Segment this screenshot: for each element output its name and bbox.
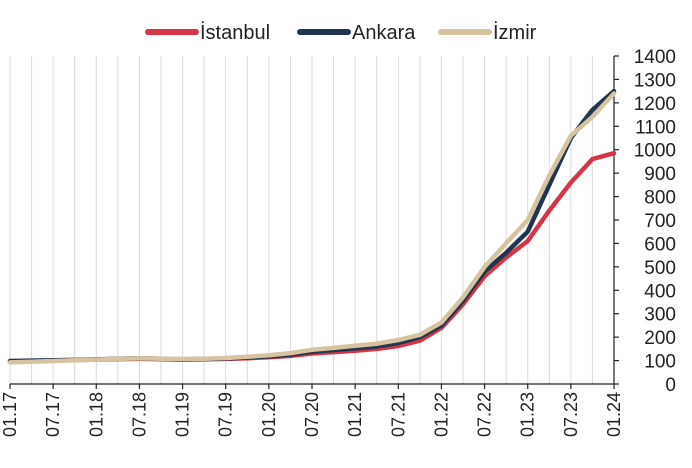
y-tick-label: 300 [644, 305, 676, 326]
x-axis-ticks: 01.17 07.17 01.18 07.18 01.19 07.19 01.20 07.20… [0, 384, 624, 437]
x-tick-label: 01.22 [431, 392, 451, 437]
y-tick-label: 400 [644, 281, 676, 302]
legend: İstanbul Ankara İzmir [145, 21, 537, 44]
x-tick-label: 01.21 [345, 392, 365, 437]
series-lines [7, 88, 617, 365]
y-tick-label: 500 [644, 258, 676, 279]
gridlines [9, 56, 615, 384]
x-tick-label: 01.17 [0, 392, 20, 437]
x-tick-label: 01.20 [259, 392, 279, 437]
y-tick-label: 700 [644, 211, 676, 232]
y-tick-label: 1100 [635, 117, 676, 138]
x-tick-label: 01.19 [173, 392, 193, 437]
series-line-3 [7, 91, 617, 365]
y-tick-label: 200 [644, 328, 676, 349]
x-tick-label: 07.19 [216, 392, 236, 437]
x-tick-label: 07.21 [388, 392, 408, 437]
y-tick-label: 1400 [634, 47, 676, 68]
x-tick-label: 01.23 [518, 392, 538, 437]
y-tick-label: 600 [644, 234, 676, 255]
y-tick-label: 800 [644, 188, 676, 209]
y-tick-label: 0 [665, 375, 676, 396]
x-tick-label: 07.20 [302, 392, 322, 437]
x-tick-label: 01.18 [86, 392, 106, 437]
legend-label: Ankara [352, 22, 416, 44]
y-tick-label: 100 [644, 352, 676, 373]
x-tick-label: 07.23 [561, 392, 581, 437]
y-tick-label: 1000 [634, 141, 676, 162]
legend-label: İstanbul [200, 21, 270, 44]
x-tick-label: 07.22 [475, 392, 495, 437]
y-tick-label: 1200 [634, 94, 676, 115]
y-tick-label: 900 [644, 164, 676, 185]
legend-label: İzmir [493, 21, 537, 44]
x-tick-label: 07.17 [43, 392, 63, 437]
x-tick-label: 07.18 [129, 392, 149, 437]
y-tick-label: 1300 [634, 70, 676, 91]
x-tick-label: 01.24 [604, 392, 624, 437]
